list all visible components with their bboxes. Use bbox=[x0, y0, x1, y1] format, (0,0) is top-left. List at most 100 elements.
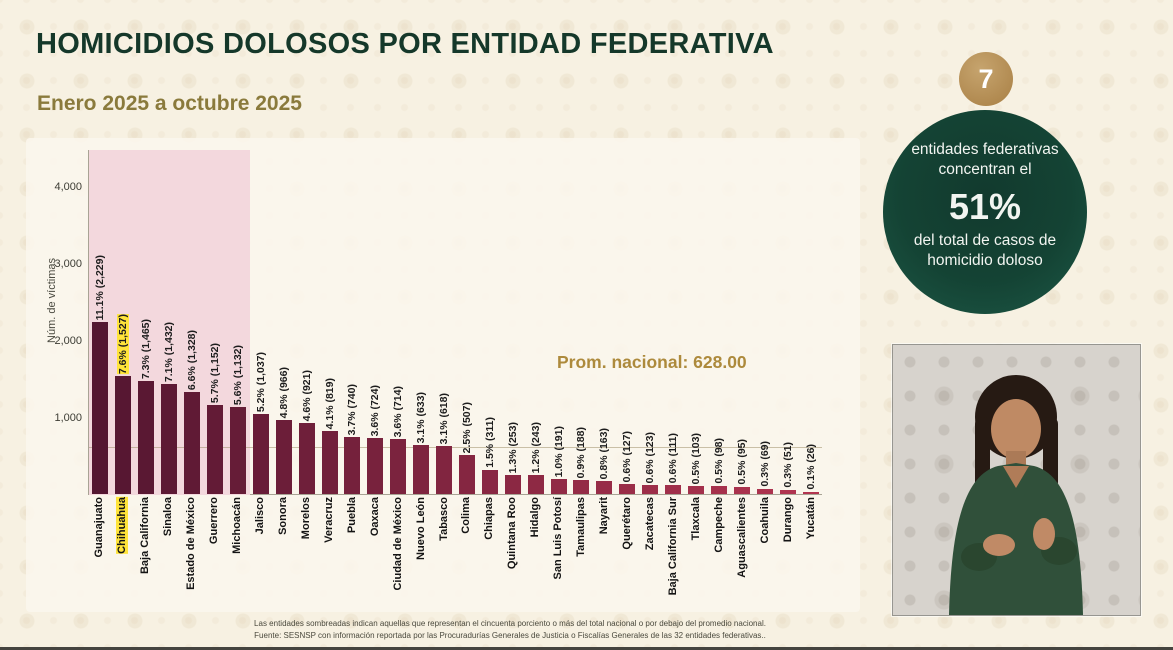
badge-count: 7 bbox=[959, 52, 1013, 106]
bar-column: 0.5% (95) bbox=[730, 150, 753, 494]
x-category-cell: Sinaloa bbox=[157, 497, 180, 619]
bar bbox=[321, 431, 338, 494]
bar-column: 1.5% (311) bbox=[478, 150, 501, 494]
bar-column: 5.2% (1,037) bbox=[249, 150, 272, 494]
bar-column: 0.5% (98) bbox=[707, 150, 730, 494]
x-category-label: Guanajuato bbox=[93, 497, 106, 558]
x-category-cell: Ciudad de México bbox=[386, 497, 409, 619]
bar-column: 4.6% (921) bbox=[295, 150, 318, 494]
bar-value-label: 5.6% (1,132) bbox=[231, 344, 244, 405]
bar-column: 3.7% (740) bbox=[341, 150, 364, 494]
x-category-label: Veracruz bbox=[322, 497, 335, 543]
bar-column: 0.6% (123) bbox=[639, 150, 662, 494]
x-category-cell: Guerrero bbox=[203, 497, 226, 619]
x-category-label: Quintana Roo bbox=[506, 497, 519, 570]
bar-value-label: 2.5% (507) bbox=[460, 401, 473, 453]
x-category-label: Durango bbox=[781, 497, 794, 543]
bottom-edge-bar bbox=[0, 647, 1173, 650]
x-category-cell: Estado de México bbox=[180, 497, 203, 619]
national-average-line bbox=[89, 447, 822, 448]
bar-column: 0.6% (127) bbox=[616, 150, 639, 494]
bar bbox=[642, 485, 659, 494]
bar-value-label: 7.1% (1,432) bbox=[163, 321, 176, 382]
bar bbox=[252, 414, 269, 494]
bar bbox=[161, 384, 178, 494]
bar-column: 4.8% (966) bbox=[272, 150, 295, 494]
badge-percent: 51% bbox=[948, 185, 1022, 227]
bar bbox=[619, 484, 636, 494]
bar-chart: 1,000 2,000 3,000 4,000 11.1% (2,229) 7.6% (… bbox=[54, 150, 822, 495]
footnote-line1: Las entidades sombreadas indican aquella… bbox=[254, 619, 766, 628]
x-category-cell: Quintana Roo bbox=[501, 497, 524, 619]
interpreter-neckline bbox=[1003, 466, 1029, 488]
x-category-cell: Morelos bbox=[294, 497, 317, 619]
bar-column: 6.6% (1,328) bbox=[181, 150, 204, 494]
x-category-label: Chiapas bbox=[483, 497, 496, 540]
x-category-label: Nayarit bbox=[598, 497, 611, 535]
x-category-cell: Yucatán bbox=[799, 497, 822, 619]
bar-column: 3.6% (714) bbox=[387, 150, 410, 494]
bar-column: 11.1% (2,229) bbox=[89, 150, 112, 494]
bar bbox=[184, 392, 201, 494]
x-category-cell: Nuevo León bbox=[409, 497, 432, 619]
x-category-label: Michoacán bbox=[231, 497, 244, 554]
bar-column: 7.3% (1,465) bbox=[135, 150, 158, 494]
x-category-label: Sinaloa bbox=[162, 497, 175, 537]
interpreter-hand-right bbox=[1033, 518, 1055, 550]
bar bbox=[206, 405, 223, 494]
bar-value-label: 0.5% (103) bbox=[690, 432, 703, 484]
bar-column: 7.1% (1,432) bbox=[158, 150, 181, 494]
bar bbox=[275, 420, 292, 494]
x-category-label: Aguascalientes bbox=[735, 497, 748, 578]
bar-column: 0.9% (188) bbox=[570, 150, 593, 494]
x-category-cell: Puebla bbox=[340, 497, 363, 619]
bar-value-label: 0.6% (111) bbox=[667, 432, 680, 483]
bar-column: 2.5% (507) bbox=[456, 150, 479, 494]
footnote: Las entidades sombreadas indican aquella… bbox=[185, 618, 835, 641]
x-category-label: Ciudad de México bbox=[391, 497, 404, 591]
bar bbox=[115, 376, 132, 494]
bar bbox=[344, 437, 361, 494]
bar bbox=[802, 492, 819, 494]
page-subtitle: Enero 2025 a octubre 2025 bbox=[37, 92, 302, 115]
bar bbox=[596, 481, 613, 494]
x-category-cell: Chiapas bbox=[478, 497, 501, 619]
x-category-label: Baja California Sur bbox=[666, 497, 679, 596]
sign-language-interpreter-video bbox=[892, 344, 1141, 616]
bar bbox=[504, 475, 521, 494]
bar-column: 0.3% (51) bbox=[776, 150, 799, 494]
bar-value-label: 3.6% (714) bbox=[392, 385, 405, 437]
x-category-cell: Aguascalientes bbox=[730, 497, 753, 619]
x-category-label: Jalisco bbox=[254, 497, 267, 535]
bar bbox=[733, 487, 750, 494]
bar-value-label: 5.7% (1,152) bbox=[208, 342, 221, 403]
bar bbox=[413, 445, 430, 494]
y-tick-label: 3,000 bbox=[54, 257, 82, 270]
x-category-cell: Querétaro bbox=[616, 497, 639, 619]
x-category-label: Sonora bbox=[276, 497, 289, 535]
bar-value-label: 0.3% (51) bbox=[781, 442, 794, 488]
bar bbox=[756, 489, 773, 494]
x-category-cell: Baja California bbox=[134, 497, 157, 619]
x-category-label: Oaxaca bbox=[368, 497, 381, 537]
bar-column: 0.1% (26) bbox=[799, 150, 822, 494]
x-category-label: San Luis Potosí bbox=[552, 497, 565, 580]
x-category-label: Colima bbox=[460, 497, 473, 534]
x-axis-labels: Guanajuato Chihuahua Baja California Sinalo… bbox=[88, 497, 822, 619]
bar bbox=[229, 407, 246, 494]
bar-value-label: 0.6% (127) bbox=[621, 430, 634, 482]
bar-column: 0.5% (103) bbox=[685, 150, 708, 494]
bar-column: 0.8% (163) bbox=[593, 150, 616, 494]
bar bbox=[436, 446, 453, 494]
bar-value-label: 4.1% (819) bbox=[323, 377, 336, 429]
bar bbox=[367, 438, 384, 494]
bar bbox=[527, 475, 544, 494]
bar bbox=[710, 486, 727, 494]
bar bbox=[573, 480, 590, 494]
bar-column: 3.1% (618) bbox=[433, 150, 456, 494]
bar bbox=[481, 470, 498, 494]
bar-value-label: 3.7% (740) bbox=[346, 383, 359, 435]
bar-value-label: 0.5% (95) bbox=[735, 439, 748, 485]
bar bbox=[298, 423, 315, 494]
x-category-cell: Chihuahua bbox=[111, 497, 134, 619]
